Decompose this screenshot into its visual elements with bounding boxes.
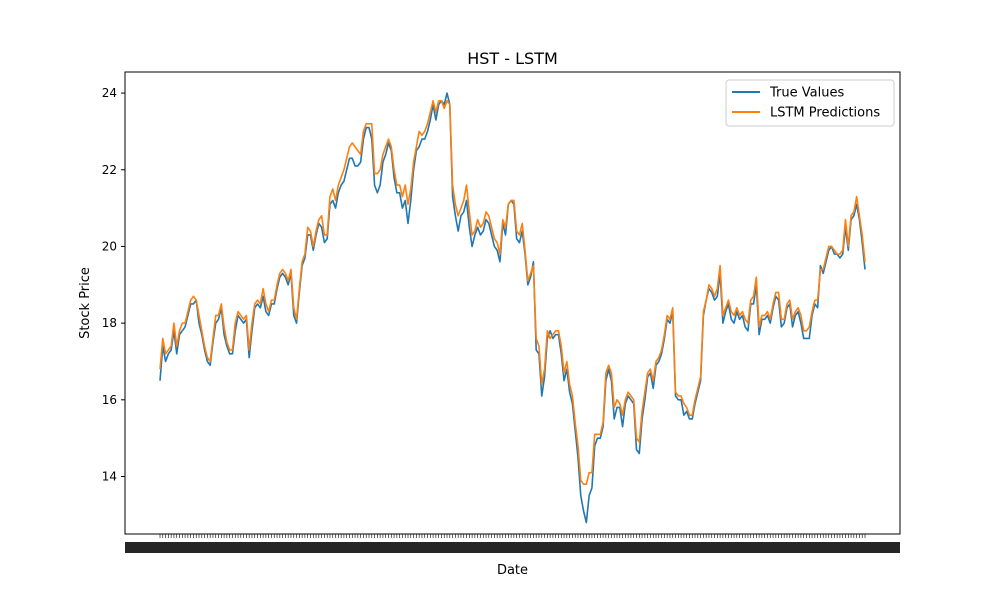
- x-axis: [125, 534, 900, 553]
- plot-area: [124, 71, 901, 535]
- y-tick-label: 18: [102, 316, 117, 330]
- series-line-lstm-predictions: [159, 99, 866, 485]
- legend-label: True Values: [769, 86, 844, 101]
- y-axis-label: Stock Price: [78, 267, 93, 339]
- y-tick-label: 22: [102, 163, 117, 177]
- y-tick-label: 16: [102, 393, 117, 407]
- legend-label: LSTM Predictions: [770, 106, 880, 121]
- y-axis: 14 16 18 20 22 24: [102, 86, 125, 483]
- y-tick-label: 14: [102, 469, 117, 483]
- legend: True Values LSTM Predictions: [725, 79, 895, 127]
- x-tick-labels-overlap: [125, 542, 900, 553]
- x-axis-label: Date: [497, 563, 528, 578]
- legend-box: [725, 79, 895, 127]
- chart-title: HST - LSTM: [467, 49, 558, 68]
- y-tick-label: 20: [102, 239, 117, 253]
- y-tick-label: 24: [102, 86, 117, 100]
- plot-frame: [124, 71, 901, 535]
